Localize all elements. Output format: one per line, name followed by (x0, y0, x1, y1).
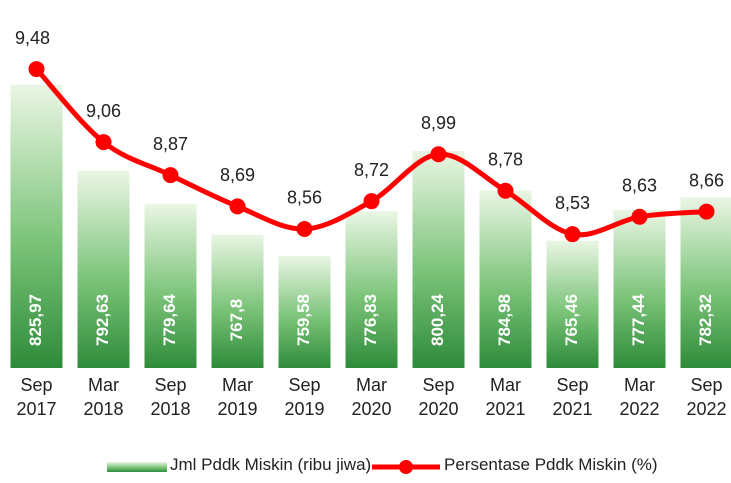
point-value-label: 9,48 (15, 28, 50, 48)
line-point (296, 220, 313, 237)
x-tick-label: Sep 2021 (552, 375, 593, 419)
bar (412, 151, 465, 368)
line-point (631, 208, 648, 225)
point-value-label: 8,78 (488, 149, 523, 169)
line-point (497, 182, 514, 199)
bar-value-label: 800,24 (428, 293, 447, 346)
line-point (363, 193, 380, 210)
line-point (564, 226, 581, 243)
bar (479, 190, 532, 368)
bar (211, 234, 264, 368)
bar-value-label: 792,63 (93, 294, 112, 346)
bar (77, 170, 130, 368)
point-value-label: 8,99 (421, 113, 456, 133)
x-tick-label: Sep 2018 (150, 375, 191, 419)
legend-swatch (107, 462, 167, 472)
line-point (430, 146, 447, 163)
point-value-label: 9,06 (86, 101, 121, 121)
legend-label: Persentase Pddk Miskin (%) (444, 455, 658, 474)
bar-value-label: 784,98 (495, 294, 514, 346)
point-value-label: 8,87 (153, 134, 188, 154)
bar-value-label: 765,46 (562, 294, 581, 346)
legend-label: Jml Pddk Miskin (ribu jiwa) (170, 455, 372, 474)
line-point (28, 61, 45, 78)
x-tick-label: Mar 2022 (619, 375, 660, 419)
x-tick-label: Sep 2020 (418, 375, 459, 419)
bar-value-label: 767,8 (227, 299, 246, 342)
line (34, 67, 707, 238)
bar (345, 211, 398, 368)
bar (10, 84, 63, 368)
line-point (162, 167, 179, 184)
point-value-label: 8,66 (689, 170, 724, 190)
x-tick-label: Mar 2020 (351, 375, 392, 419)
x-tick-label: Sep 2022 (686, 375, 727, 419)
x-tick-label: Mar 2021 (485, 375, 526, 419)
bar (680, 197, 731, 368)
point-value-label: 8,56 (287, 188, 322, 208)
line-point (229, 198, 246, 215)
bar-value-label: 779,64 (160, 293, 179, 346)
x-tick-label: Mar 2018 (83, 375, 124, 419)
line-point (698, 203, 715, 220)
bar (144, 204, 197, 368)
line-point (95, 134, 112, 151)
x-tick-label: Sep 2017 (16, 375, 57, 419)
point-value-label: 8,53 (555, 193, 590, 213)
bar-value-label: 782,32 (696, 294, 715, 346)
bar-value-label: 825,97 (26, 294, 45, 346)
bar-value-label: 777,44 (629, 293, 648, 346)
legend-swatch (399, 460, 413, 474)
point-value-label: 8,63 (622, 176, 657, 196)
x-tick-label: Sep 2019 (284, 375, 325, 419)
bar-value-label: 776,83 (361, 294, 380, 346)
bar-value-label: 759,58 (294, 294, 313, 346)
point-value-label: 8,69 (220, 165, 255, 185)
bar (546, 240, 599, 368)
bar (613, 209, 666, 368)
point-value-label: 8,72 (354, 160, 389, 180)
bar (278, 255, 331, 368)
x-tick-label: Mar 2019 (217, 375, 258, 419)
